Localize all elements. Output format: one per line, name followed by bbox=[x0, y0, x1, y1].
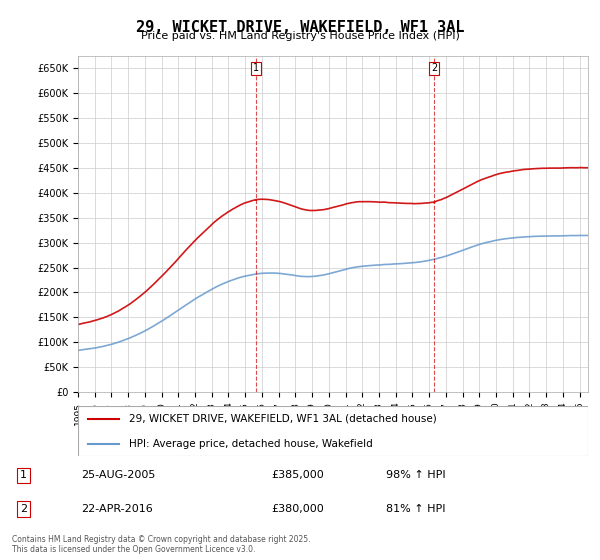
FancyBboxPatch shape bbox=[78, 406, 588, 456]
Text: 22-APR-2016: 22-APR-2016 bbox=[81, 504, 153, 514]
Text: Price paid vs. HM Land Registry's House Price Index (HPI): Price paid vs. HM Land Registry's House … bbox=[140, 31, 460, 41]
Text: Contains HM Land Registry data © Crown copyright and database right 2025.
This d: Contains HM Land Registry data © Crown c… bbox=[12, 535, 311, 554]
Text: HPI: Average price, detached house, Wakefield: HPI: Average price, detached house, Wake… bbox=[129, 439, 373, 449]
Text: 29, WICKET DRIVE, WAKEFIELD, WF1 3AL (detached house): 29, WICKET DRIVE, WAKEFIELD, WF1 3AL (de… bbox=[129, 414, 437, 423]
Text: £385,000: £385,000 bbox=[271, 470, 324, 480]
Text: 98% ↑ HPI: 98% ↑ HPI bbox=[386, 470, 446, 480]
Text: 2: 2 bbox=[20, 504, 27, 514]
Text: 1: 1 bbox=[20, 470, 27, 480]
Text: 25-AUG-2005: 25-AUG-2005 bbox=[81, 470, 155, 480]
Text: 29, WICKET DRIVE, WAKEFIELD, WF1 3AL: 29, WICKET DRIVE, WAKEFIELD, WF1 3AL bbox=[136, 20, 464, 35]
Text: 1: 1 bbox=[253, 63, 259, 73]
Text: 81% ↑ HPI: 81% ↑ HPI bbox=[386, 504, 446, 514]
Text: 2: 2 bbox=[431, 63, 437, 73]
Text: £380,000: £380,000 bbox=[271, 504, 324, 514]
